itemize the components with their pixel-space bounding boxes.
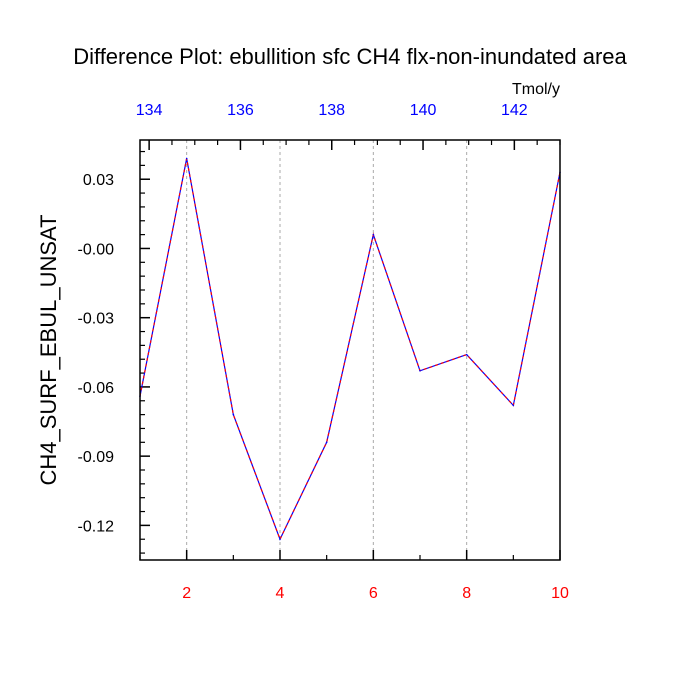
data-point [372, 233, 375, 236]
y-tick-label: 0.03 [83, 172, 114, 189]
data-point [325, 441, 328, 444]
y-tick-label: -0.03 [78, 311, 115, 328]
x-tick-label: 6 [369, 585, 378, 602]
series-line [139, 158, 561, 541]
x-tick-label: 10 [551, 585, 569, 602]
x-tick-label: 4 [276, 585, 285, 602]
top-axis-units: Tmol/y [512, 81, 560, 98]
top-tick-label: 136 [227, 102, 254, 119]
y-tick-label: -0.06 [78, 380, 115, 397]
data-series [139, 157, 561, 541]
data-point [512, 404, 515, 407]
x-tick-label: 8 [462, 585, 471, 602]
y-axis-label: CH4_SURF_EBUL_UNSAT [36, 214, 61, 485]
data-point [465, 353, 468, 356]
top-tick-label: 138 [318, 102, 345, 119]
grid-lines [186, 140, 468, 560]
top-tick-label: 142 [501, 102, 528, 119]
axis-ticks [139, 140, 561, 560]
tick-labels: 2 4 6 8 10 134 136 138 140 142 0.03 -0.00 -0.03 -0.06… [78, 102, 569, 602]
y-tick-label: -0.00 [78, 241, 115, 258]
data-point [419, 369, 421, 372]
data-point [232, 413, 235, 416]
x-tick-label: 2 [182, 585, 191, 602]
data-point [279, 538, 281, 541]
chart-title: Difference Plot: ebullition sfc CH4 flx-… [73, 44, 627, 69]
y-tick-label: -0.09 [78, 449, 115, 466]
data-point [185, 157, 188, 160]
series-line-dashed [139, 158, 561, 541]
plot-frame [139, 139, 561, 561]
top-tick-label: 140 [410, 102, 437, 119]
top-tick-label: 134 [136, 102, 163, 119]
y-tick-label: -0.12 [78, 518, 115, 535]
